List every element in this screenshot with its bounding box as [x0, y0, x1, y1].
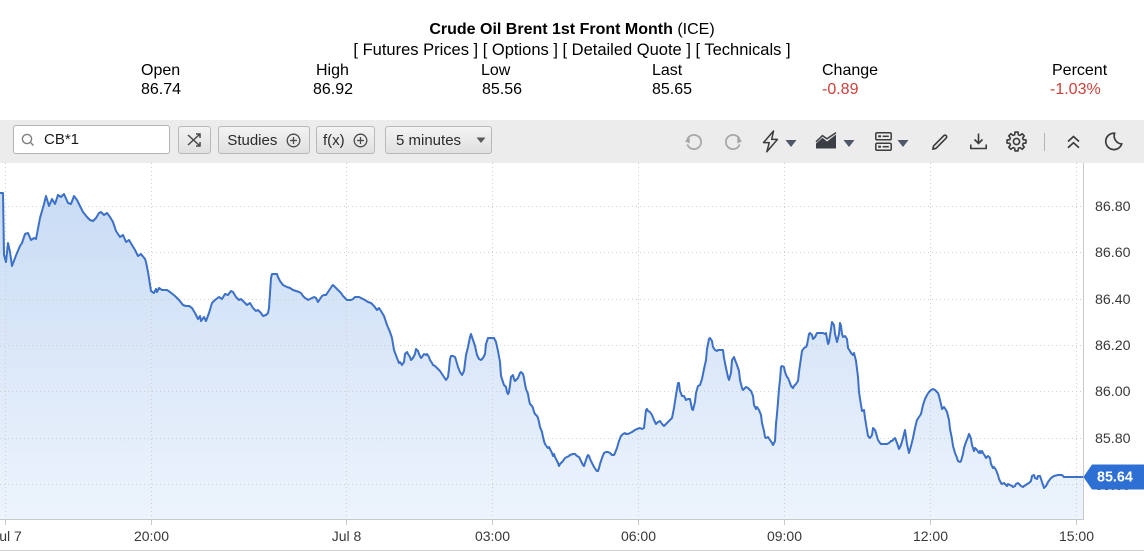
svg-text:12:00: 12:00: [913, 528, 948, 544]
svg-text:03:00: 03:00: [475, 528, 510, 544]
svg-text:86.60: 86.60: [1095, 245, 1131, 261]
svg-text:86.20: 86.20: [1095, 338, 1131, 354]
svg-text:Jul 7: Jul 7: [0, 528, 22, 544]
svg-text:15:00: 15:00: [1059, 528, 1094, 544]
svg-text:06:00: 06:00: [621, 528, 656, 544]
svg-text:85.64: 85.64: [1097, 470, 1133, 486]
svg-text:86.40: 86.40: [1095, 292, 1131, 308]
svg-text:85.80: 85.80: [1095, 431, 1131, 447]
svg-text:86.00: 86.00: [1095, 384, 1131, 400]
svg-text:20:00: 20:00: [134, 528, 169, 544]
svg-text:86.80: 86.80: [1095, 199, 1131, 215]
svg-text:Jul 8: Jul 8: [332, 528, 362, 544]
svg-text:09:00: 09:00: [767, 528, 802, 544]
